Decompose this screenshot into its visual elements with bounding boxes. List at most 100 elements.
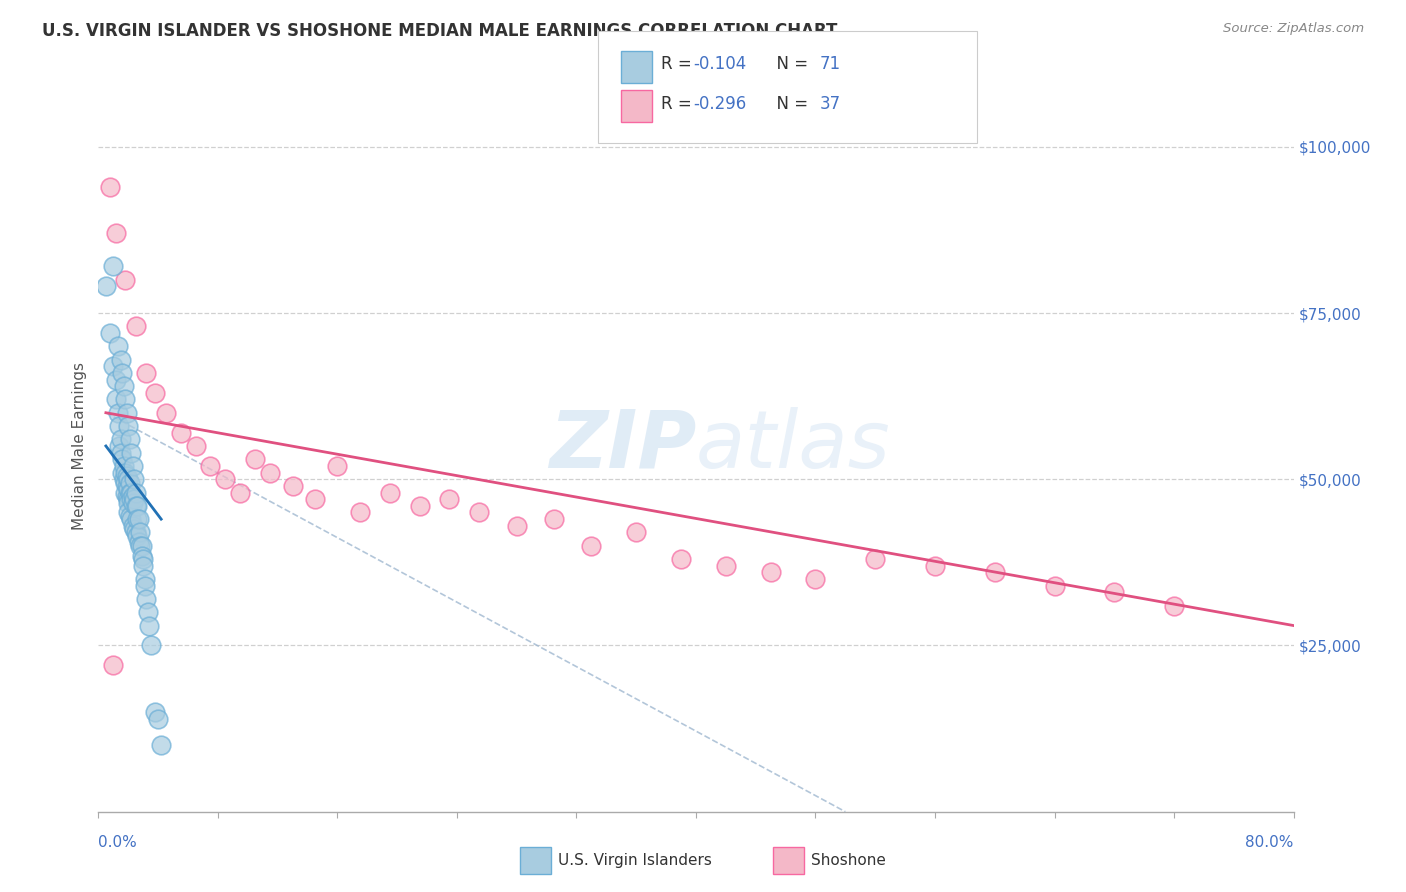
Text: -0.296: -0.296 bbox=[693, 95, 747, 112]
Point bbox=[143, 705, 166, 719]
Point bbox=[408, 499, 430, 513]
Point bbox=[1043, 579, 1066, 593]
Point bbox=[117, 506, 139, 520]
Point bbox=[105, 372, 128, 386]
Point bbox=[100, 326, 122, 340]
Text: -0.104: -0.104 bbox=[693, 55, 747, 73]
Point bbox=[543, 512, 565, 526]
Text: 0.0%: 0.0% bbox=[98, 836, 138, 850]
Point bbox=[138, 618, 160, 632]
Text: U.S. VIRGIN ISLANDER VS SHOSHONE MEDIAN MALE EARNINGS CORRELATION CHART: U.S. VIRGIN ISLANDER VS SHOSHONE MEDIAN … bbox=[42, 22, 838, 40]
Point bbox=[139, 639, 162, 653]
Point bbox=[107, 406, 129, 420]
Point bbox=[468, 506, 491, 520]
Point bbox=[117, 495, 139, 509]
Point bbox=[132, 558, 155, 573]
Point bbox=[924, 558, 946, 573]
Point bbox=[111, 366, 134, 380]
Point bbox=[378, 485, 401, 500]
Point bbox=[125, 485, 148, 500]
Text: Source: ZipAtlas.com: Source: ZipAtlas.com bbox=[1223, 22, 1364, 36]
Point bbox=[669, 552, 692, 566]
Point bbox=[125, 499, 148, 513]
Point bbox=[110, 433, 132, 447]
Point bbox=[105, 392, 128, 407]
Text: U.S. Virgin Islanders: U.S. Virgin Islanders bbox=[558, 854, 711, 868]
Point bbox=[349, 506, 371, 520]
Point bbox=[129, 525, 152, 540]
Point bbox=[121, 495, 143, 509]
Point bbox=[131, 549, 153, 563]
Point bbox=[115, 479, 138, 493]
Point bbox=[581, 539, 603, 553]
Point bbox=[281, 479, 304, 493]
Point bbox=[114, 485, 136, 500]
Point bbox=[1104, 585, 1126, 599]
Point bbox=[110, 352, 132, 367]
Point bbox=[103, 260, 125, 274]
Text: 71: 71 bbox=[820, 55, 841, 73]
Point bbox=[125, 525, 148, 540]
Point bbox=[120, 492, 142, 507]
Point bbox=[103, 359, 125, 374]
Point bbox=[112, 379, 135, 393]
Point bbox=[214, 472, 236, 486]
Point bbox=[124, 472, 146, 486]
Text: R =: R = bbox=[661, 95, 697, 112]
Point bbox=[150, 738, 173, 752]
Point bbox=[626, 525, 648, 540]
Point bbox=[259, 466, 281, 480]
Point bbox=[169, 425, 191, 440]
Point bbox=[118, 475, 141, 490]
Point bbox=[108, 439, 131, 453]
Point bbox=[117, 482, 139, 496]
Point bbox=[127, 529, 149, 543]
Point bbox=[184, 439, 207, 453]
Point bbox=[127, 512, 149, 526]
Point bbox=[120, 512, 142, 526]
Point bbox=[132, 552, 155, 566]
Point bbox=[114, 475, 136, 490]
Point bbox=[1163, 599, 1185, 613]
Point bbox=[121, 518, 143, 533]
Point bbox=[117, 419, 139, 434]
Point bbox=[115, 489, 138, 503]
Point bbox=[114, 392, 136, 407]
Text: N =: N = bbox=[766, 95, 814, 112]
Point bbox=[136, 605, 159, 619]
Point bbox=[115, 406, 138, 420]
Point bbox=[124, 492, 146, 507]
Point bbox=[131, 539, 153, 553]
Point bbox=[304, 492, 326, 507]
Point bbox=[112, 472, 135, 486]
Point bbox=[134, 572, 156, 586]
Point bbox=[127, 499, 149, 513]
Point bbox=[759, 566, 782, 580]
Point bbox=[110, 445, 132, 459]
Point bbox=[128, 512, 150, 526]
Point bbox=[107, 339, 129, 353]
Point bbox=[121, 489, 143, 503]
Text: R =: R = bbox=[661, 55, 697, 73]
Point bbox=[865, 552, 887, 566]
Point bbox=[121, 458, 143, 473]
Point bbox=[120, 445, 142, 459]
Text: atlas: atlas bbox=[696, 407, 891, 485]
Text: N =: N = bbox=[766, 55, 814, 73]
Text: 37: 37 bbox=[820, 95, 841, 112]
Point bbox=[326, 458, 349, 473]
Point bbox=[984, 566, 1007, 580]
Point bbox=[120, 485, 142, 500]
Point bbox=[118, 433, 141, 447]
Text: 80.0%: 80.0% bbox=[1246, 836, 1294, 850]
Point bbox=[112, 458, 135, 473]
Text: Shoshone: Shoshone bbox=[811, 854, 886, 868]
Point bbox=[439, 492, 461, 507]
Point bbox=[200, 458, 222, 473]
Y-axis label: Median Male Earnings: Median Male Earnings bbox=[72, 362, 87, 530]
Point bbox=[111, 466, 134, 480]
Point bbox=[506, 518, 529, 533]
Point bbox=[125, 319, 148, 334]
Point bbox=[714, 558, 737, 573]
Point bbox=[148, 712, 170, 726]
